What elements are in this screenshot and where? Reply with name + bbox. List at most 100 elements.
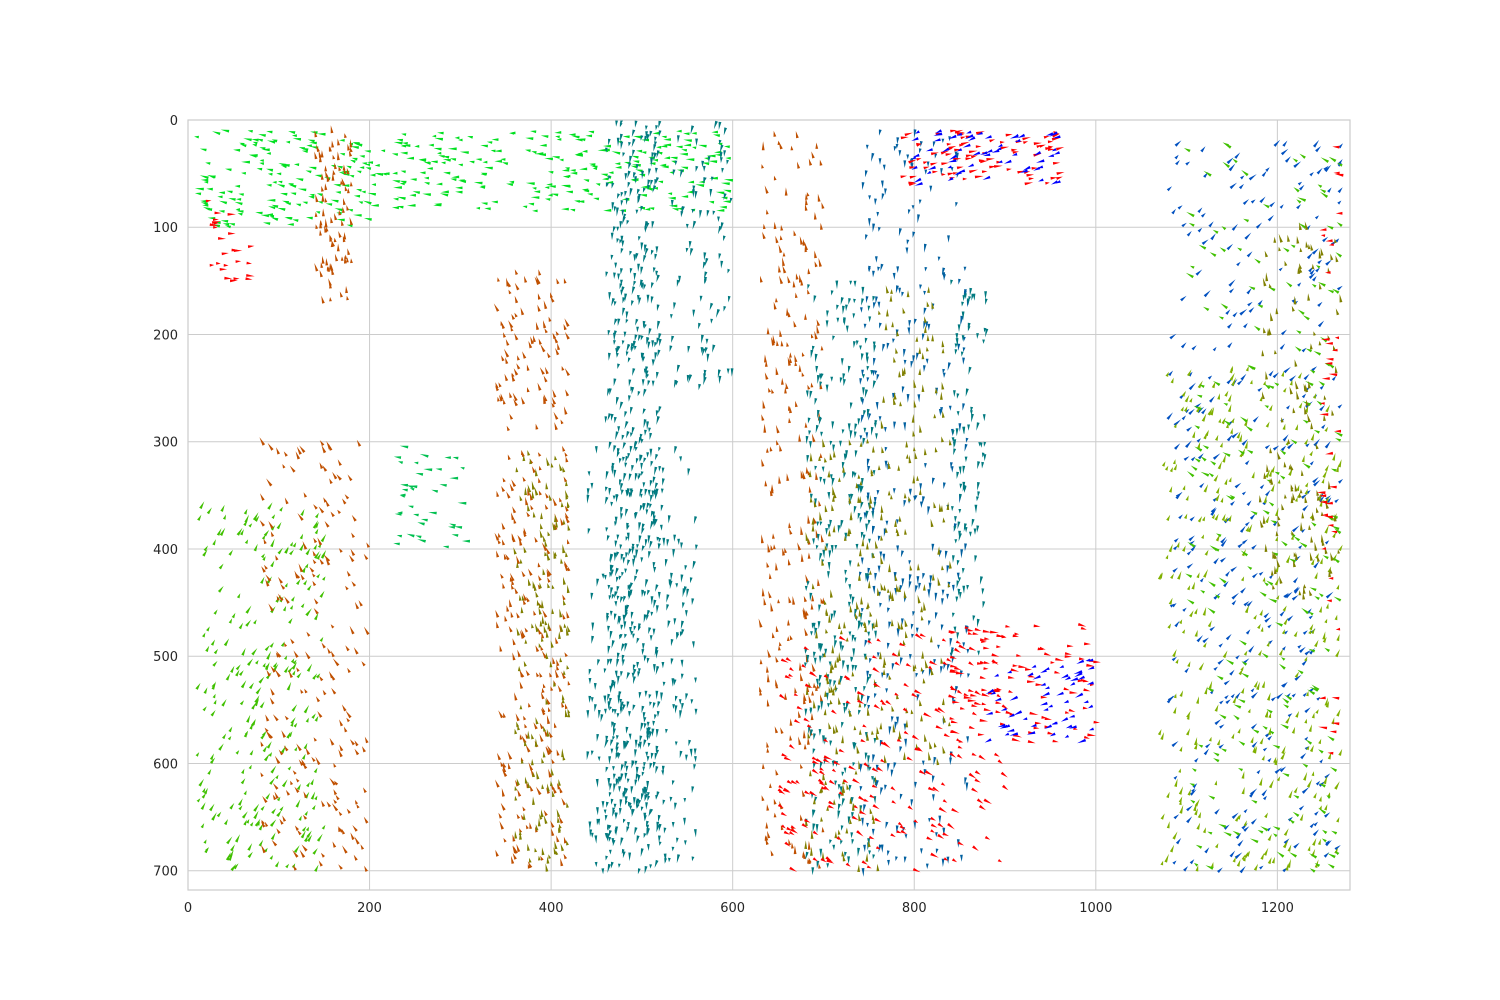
vector-arrow <box>447 147 457 151</box>
vector-arrow <box>228 726 233 733</box>
vector-arrow <box>770 850 774 857</box>
vector-arrow <box>911 413 915 423</box>
vector-arrow <box>295 203 302 207</box>
vector-arrow <box>1304 488 1308 495</box>
vector-arrow <box>827 470 831 478</box>
vector-arrow <box>864 337 868 344</box>
vector-arrow <box>1317 838 1321 845</box>
vector-arrow <box>520 307 525 316</box>
vector-arrow <box>321 255 325 264</box>
vector-arrow <box>1247 523 1253 533</box>
vector-arrow <box>1275 536 1278 542</box>
vector-arrow <box>1000 707 1007 711</box>
vector-arrow <box>290 596 295 602</box>
vector-arrow <box>406 204 416 207</box>
vector-arrow <box>1012 664 1018 667</box>
vector-arrow <box>260 844 266 854</box>
vector-arrow <box>1083 688 1091 692</box>
vector-arrow <box>1253 745 1258 754</box>
vector-arrow <box>958 739 964 743</box>
vector-arrow <box>428 511 437 515</box>
vector-arrow <box>1338 459 1342 468</box>
vector-arrow <box>901 618 904 626</box>
vector-arrow <box>933 742 937 748</box>
vector-arrow <box>202 706 207 712</box>
vector-arrow <box>631 546 635 555</box>
vector-arrow <box>1272 445 1280 451</box>
vector-arrow <box>1191 788 1196 793</box>
vector-arrow <box>317 711 323 718</box>
vector-arrow <box>347 667 351 673</box>
vector-arrow <box>966 130 972 134</box>
vector-arrow <box>1252 572 1258 579</box>
vector-arrow <box>881 193 885 201</box>
vector-arrow <box>563 278 567 284</box>
vector-arrow <box>829 664 833 674</box>
vector-arrow <box>695 184 705 188</box>
vector-arrow <box>984 291 987 300</box>
vector-arrow <box>928 751 931 761</box>
vector-arrow <box>851 812 854 819</box>
vector-arrow <box>604 815 608 821</box>
vector-arrow <box>859 786 863 792</box>
vector-arrow <box>918 368 922 376</box>
vector-arrow <box>1337 285 1343 291</box>
vector-arrow <box>1220 497 1224 503</box>
vector-arrow <box>268 752 272 757</box>
vector-arrow <box>811 690 814 696</box>
vector-arrow <box>291 704 298 712</box>
vector-arrow <box>1051 721 1057 725</box>
vector-arrow <box>885 700 892 705</box>
vector-arrow <box>867 580 871 589</box>
vector-arrow <box>211 681 217 690</box>
vector-arrow <box>857 561 860 567</box>
vector-arrow <box>1246 500 1252 506</box>
vector-arrow <box>621 340 625 345</box>
vector-arrow <box>564 185 571 188</box>
vector-arrow <box>818 682 822 689</box>
vector-arrow <box>547 577 551 583</box>
vector-arrow <box>775 769 779 776</box>
vector-arrow <box>512 652 516 661</box>
vector-arrow <box>873 501 877 509</box>
vector-arrow <box>1159 572 1163 579</box>
vector-arrow <box>1263 847 1269 856</box>
vector-arrow <box>931 775 935 784</box>
vector-arrow <box>874 420 878 427</box>
vector-arrow <box>1287 615 1294 622</box>
vector-arrow <box>636 188 640 195</box>
vector-arrow <box>617 363 620 369</box>
vector-arrow <box>866 438 869 444</box>
vector-arrow <box>870 426 874 436</box>
vector-arrow <box>315 193 319 203</box>
vector-arrow <box>811 756 818 761</box>
vector-arrow <box>825 692 829 701</box>
vector-arrow <box>1192 783 1198 789</box>
vector-arrow <box>544 328 548 334</box>
vector-arrow <box>512 638 516 646</box>
vector-arrow <box>209 753 214 761</box>
vector-arrow <box>946 593 949 600</box>
vector-arrow <box>1242 539 1248 545</box>
vector-arrow <box>784 692 788 700</box>
vector-arrow <box>853 341 856 349</box>
vector-arrow <box>924 463 927 469</box>
vector-arrow <box>607 625 610 633</box>
vector-arrow <box>288 731 293 737</box>
vector-arrow <box>253 803 260 812</box>
vector-arrow <box>635 318 639 326</box>
vector-arrow <box>787 619 790 626</box>
vector-arrow <box>1063 687 1070 691</box>
vector-arrow <box>202 787 206 793</box>
vector-arrow <box>347 143 351 151</box>
arrow-series-10 <box>259 437 370 872</box>
vector-arrow <box>527 450 531 456</box>
vector-arrow <box>551 785 557 794</box>
vector-arrow <box>1223 680 1231 686</box>
vector-arrow <box>767 543 771 553</box>
vector-arrow <box>230 844 235 852</box>
vector-arrow <box>832 799 836 805</box>
vector-arrow <box>1036 145 1043 148</box>
vector-arrow <box>509 392 513 399</box>
vector-arrow <box>874 630 877 639</box>
